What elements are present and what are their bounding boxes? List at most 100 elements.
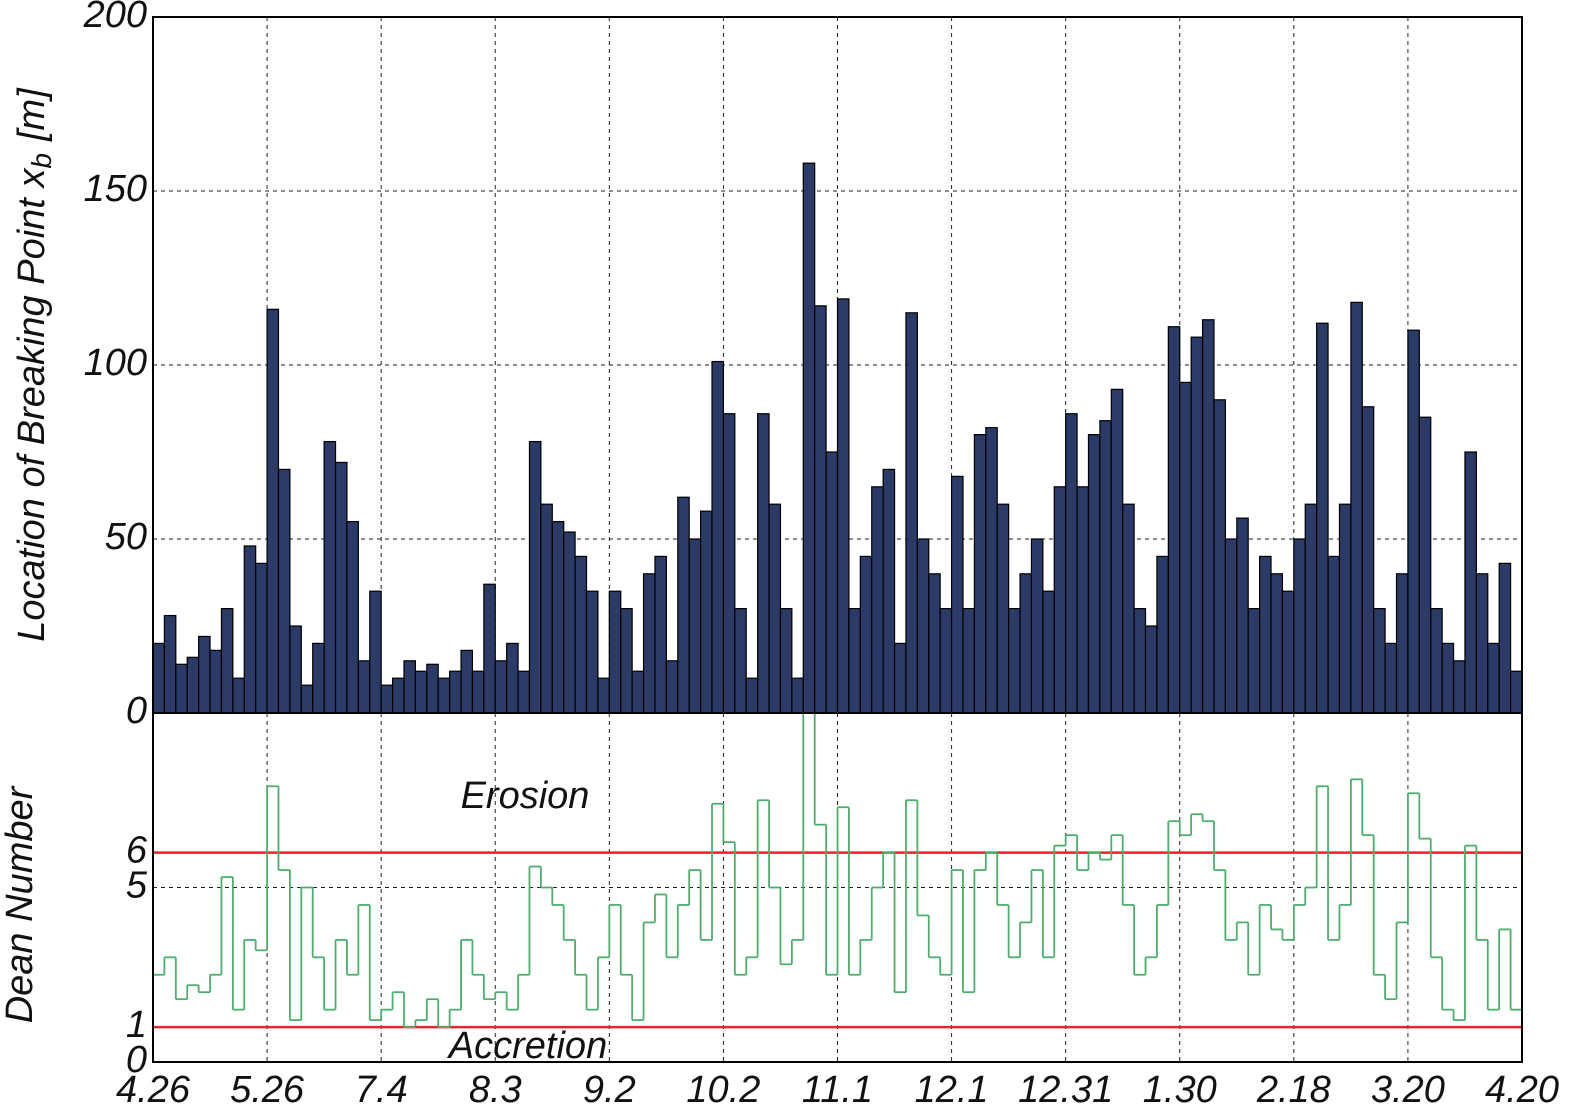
y-tick-label: 6 (126, 830, 148, 872)
bar (1441, 642, 1455, 714)
x-tick-label: 10.2 (686, 1069, 760, 1111)
x-tick-label: 1.30 (1143, 1069, 1217, 1111)
bar (848, 607, 861, 714)
bar (426, 663, 439, 714)
bar (369, 590, 382, 714)
bar (1316, 322, 1329, 714)
annotation: Accretion (447, 1025, 607, 1067)
bar (836, 298, 850, 714)
y-axis-label: Location of Breaking Point xb [m] (11, 87, 57, 642)
x-tick-label: 11.1 (802, 1069, 873, 1111)
bar (403, 660, 416, 714)
bar (1452, 660, 1466, 714)
bar (506, 642, 519, 714)
bar (688, 538, 702, 714)
y-tick-label: 1 (126, 1004, 147, 1046)
bar (540, 503, 553, 714)
bar (757, 413, 770, 714)
bar (312, 642, 325, 714)
bar (859, 555, 873, 714)
bar (232, 677, 245, 714)
bar (220, 607, 234, 714)
bar (323, 440, 337, 714)
bar (1019, 573, 1033, 714)
bar (802, 162, 816, 714)
y-label-sub: b (26, 153, 57, 169)
y-label-unit: [m] (11, 87, 53, 142)
bar (198, 635, 211, 714)
bar (950, 475, 964, 714)
bar (277, 468, 291, 714)
x-tick-label: 5.26 (230, 1069, 305, 1111)
bar (608, 590, 622, 714)
bar (1144, 625, 1158, 714)
x-tick-label: 12.31 (1018, 1069, 1113, 1111)
bar (962, 607, 975, 714)
y-label-text: Location of Breaking Point x (11, 167, 53, 642)
bar (1030, 538, 1044, 714)
bar (517, 670, 531, 714)
bar (654, 555, 667, 714)
bar (699, 510, 713, 714)
bar (1213, 399, 1226, 714)
bar (1498, 562, 1512, 714)
bar (334, 461, 348, 714)
bar (1122, 503, 1135, 714)
y-tick-label: 50 (105, 516, 147, 558)
bar (1350, 301, 1363, 714)
bar (1418, 416, 1432, 714)
bar (1361, 406, 1375, 714)
bar (1259, 555, 1272, 714)
bar (893, 642, 907, 714)
bar (1247, 607, 1261, 714)
plot-frame (152, 712, 1523, 1063)
bar (585, 590, 599, 714)
bar (1190, 336, 1204, 714)
y-tick-label: 150 (84, 168, 147, 210)
x-tick-label: 8.3 (469, 1069, 522, 1111)
bar (1487, 642, 1500, 714)
annotation: Erosion (461, 775, 590, 817)
bar (1327, 555, 1341, 714)
bar (928, 573, 941, 714)
bar (642, 573, 656, 714)
bar (882, 468, 896, 714)
x-tick-label: 4.26 (116, 1069, 191, 1111)
bar (1293, 538, 1306, 714)
bar (563, 531, 576, 714)
bar (1304, 503, 1318, 714)
bar (1373, 607, 1386, 714)
bar (871, 486, 884, 714)
bar (346, 520, 359, 714)
y-tick-label: 100 (84, 342, 147, 384)
bar (528, 440, 542, 714)
bar (631, 670, 645, 714)
bar (973, 434, 987, 714)
x-tick-label: 9.2 (583, 1069, 636, 1111)
bar (483, 583, 496, 714)
bar (1133, 607, 1147, 714)
bar (1430, 607, 1443, 714)
bar (494, 660, 508, 714)
bar (1008, 607, 1021, 714)
bar (1042, 590, 1055, 714)
bar (985, 427, 998, 714)
bar (1338, 503, 1352, 714)
bar (460, 649, 474, 714)
bar (734, 607, 747, 714)
bar (391, 677, 405, 714)
bar (1384, 642, 1398, 714)
bar (1099, 420, 1112, 714)
bar (357, 660, 371, 714)
bar (449, 670, 462, 714)
y-tick-label: 0 (126, 1039, 147, 1081)
bar (289, 625, 302, 714)
bar (939, 607, 953, 714)
y-axis-label: Dean Number (0, 785, 41, 1023)
bar (1281, 590, 1295, 714)
bar (1236, 517, 1249, 714)
bar (152, 642, 166, 714)
bar (1167, 326, 1181, 714)
x-tick-label: 7.4 (355, 1069, 408, 1111)
